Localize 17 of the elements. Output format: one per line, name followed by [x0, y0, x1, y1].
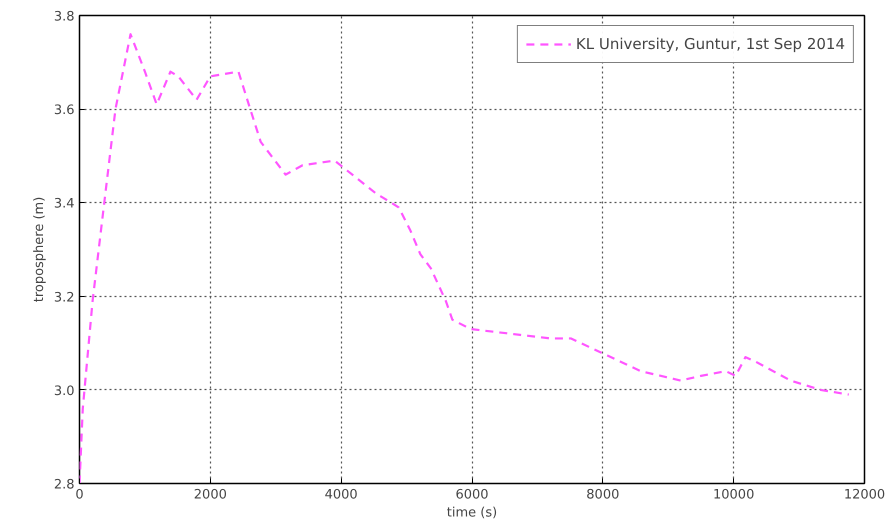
y-tick-label: 2.8	[54, 478, 75, 492]
x-tick-label: 8000	[586, 488, 620, 502]
legend-label: KL University, Guntur, 1st Sep 2014	[576, 35, 845, 53]
y-tick-label: 3.4	[54, 196, 75, 212]
x-axis-title: time (s)	[446, 506, 498, 520]
x-tick-label: 12000	[844, 488, 886, 502]
y-tick-label: 3.8	[54, 10, 75, 24]
x-tick-label: 2000	[194, 488, 227, 502]
x-tick-label: 0	[75, 488, 84, 502]
x-tick-label: 10000	[712, 488, 754, 502]
y-tick-label: 3.6	[54, 103, 75, 118]
x-tick-label: 4000	[324, 488, 358, 502]
y-tick-label: 3.2	[54, 290, 75, 306]
y-tick-label: 3.0	[54, 384, 75, 399]
line-series	[80, 33, 850, 484]
x-tick-label: 6000	[455, 488, 489, 502]
y-axis-title: troposphere (m)	[32, 196, 47, 302]
